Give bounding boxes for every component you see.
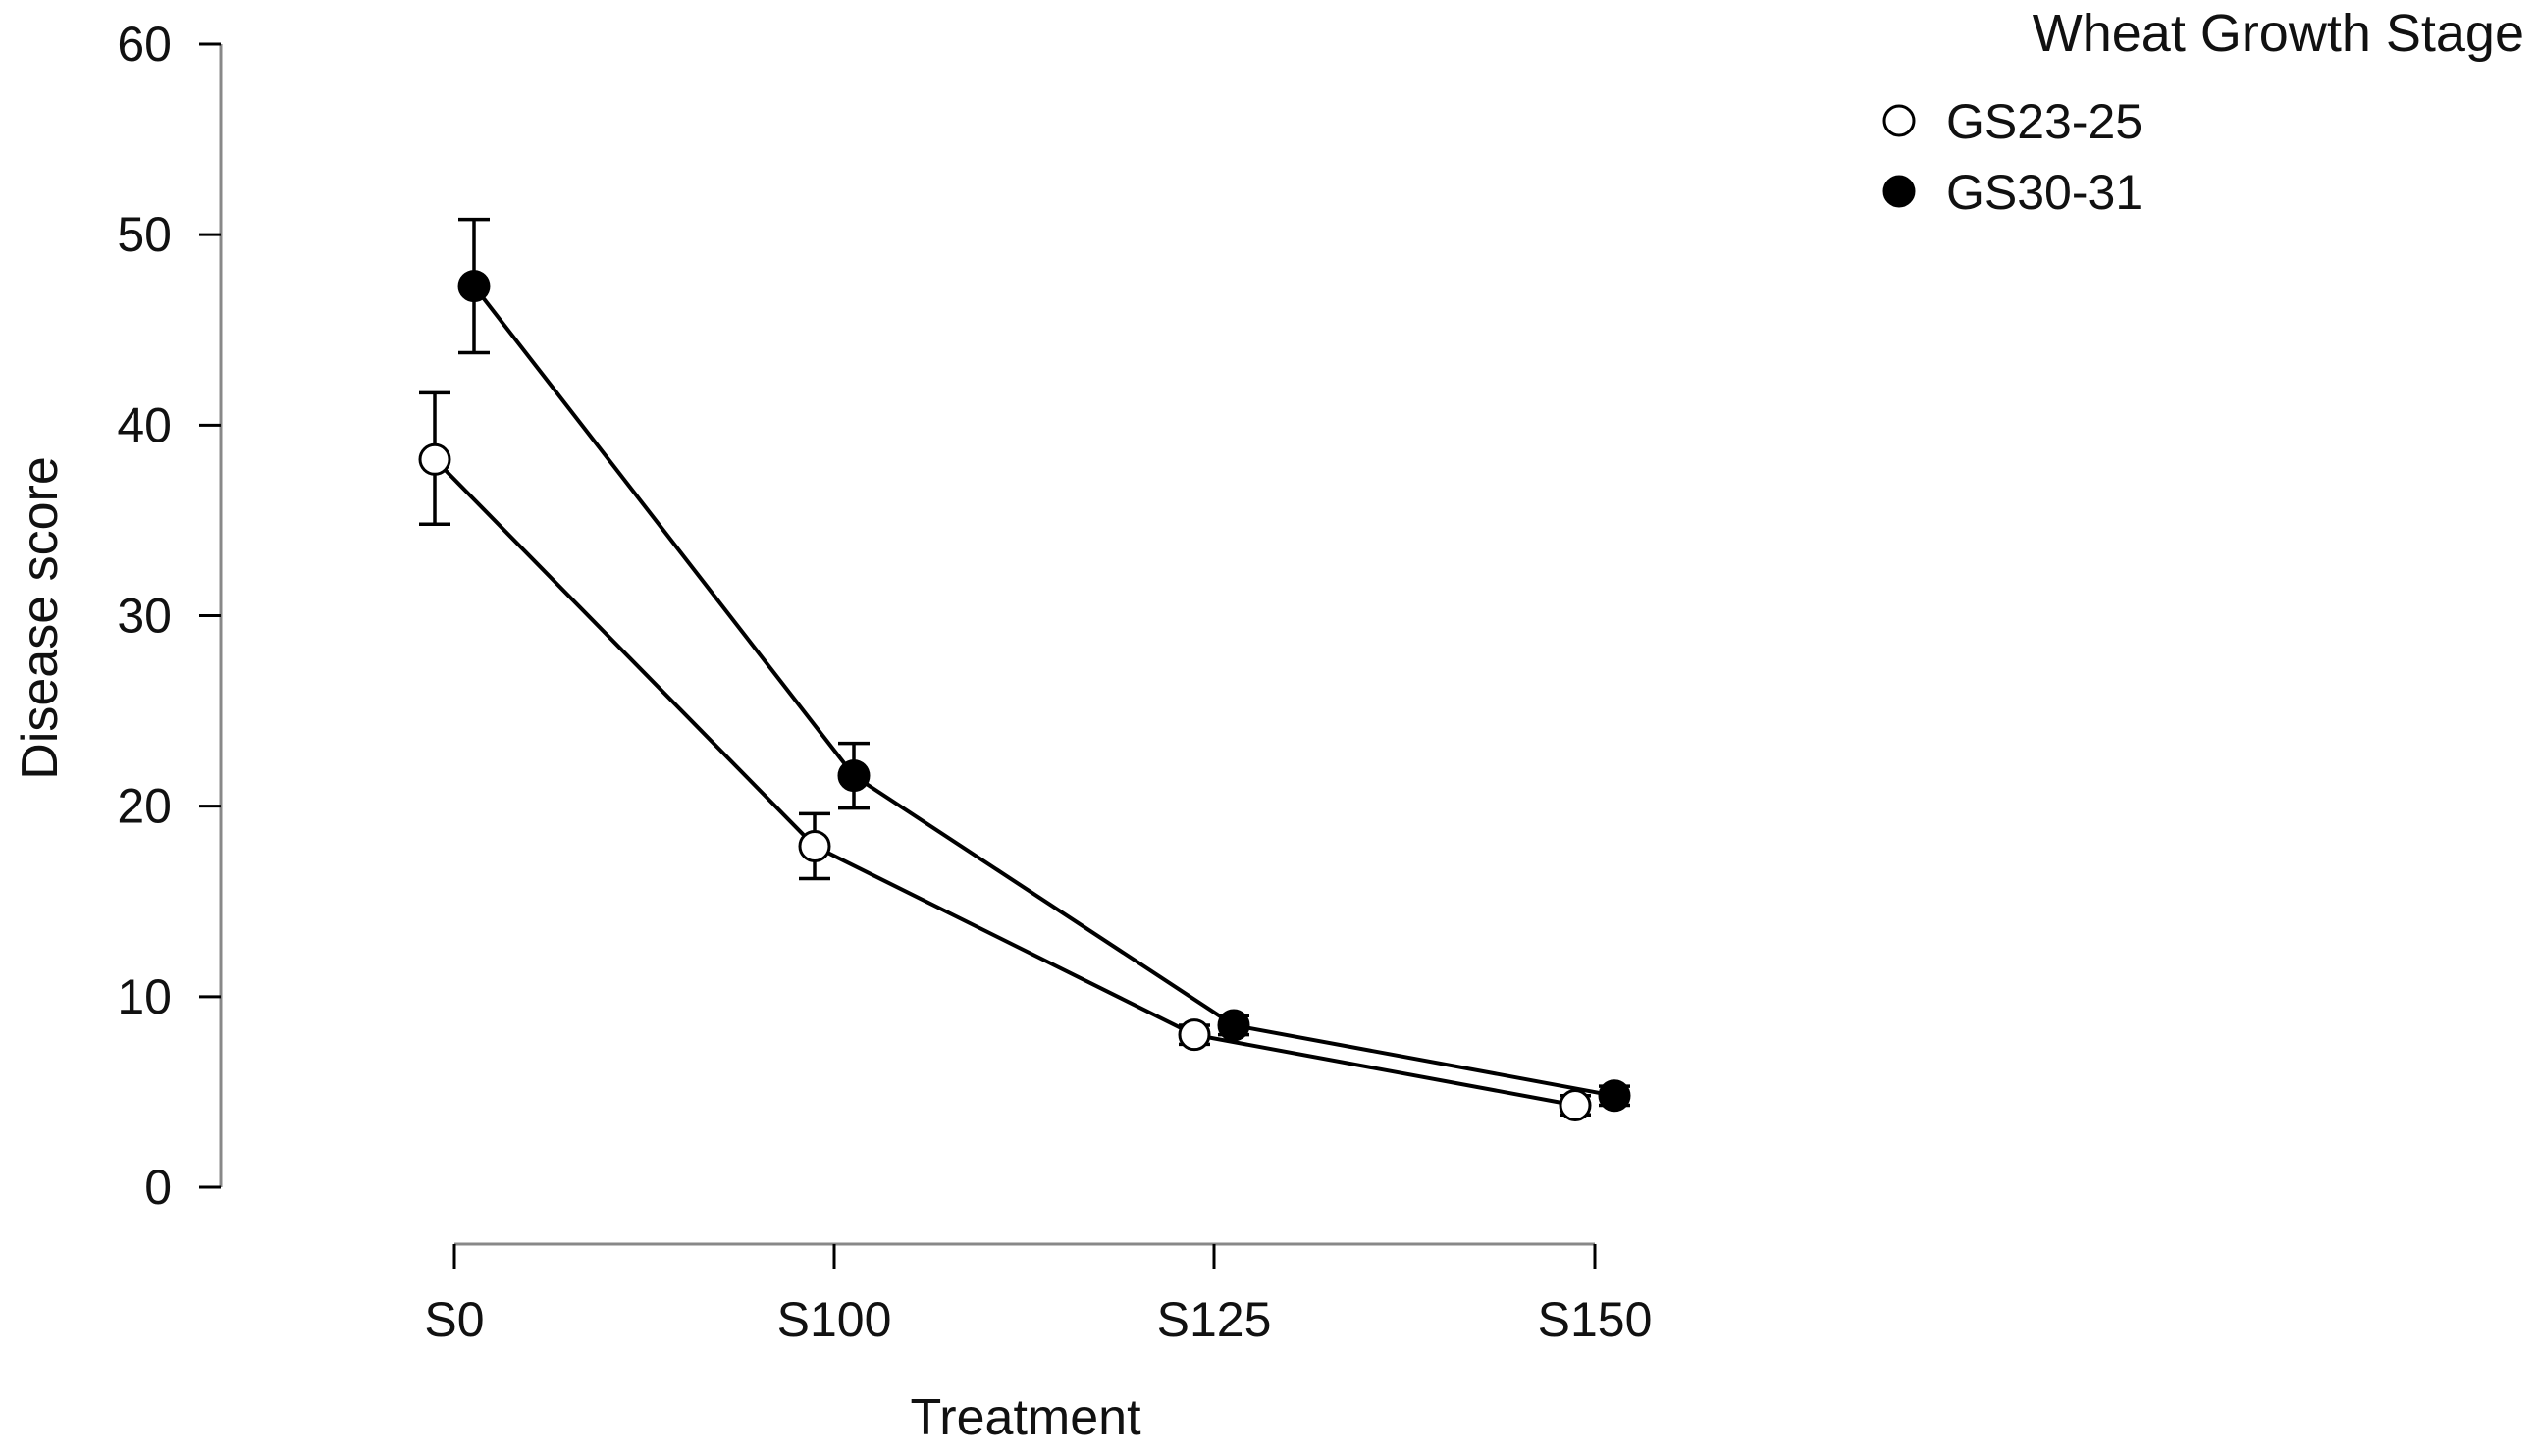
data-point bbox=[1178, 1018, 1211, 1052]
series-GS23-25 bbox=[418, 390, 1592, 1122]
x-axis-title: Treatment bbox=[910, 1389, 1141, 1446]
series-line bbox=[433, 457, 1576, 1108]
legend-label: GS23-25 bbox=[1946, 94, 2142, 149]
x-tick-label: S125 bbox=[1157, 1292, 1272, 1347]
y-tick-label: 40 bbox=[117, 397, 172, 452]
x-tick-label: S100 bbox=[777, 1292, 892, 1347]
x-tick-label: S0 bbox=[424, 1292, 484, 1347]
series-GS30-31 bbox=[457, 217, 1631, 1113]
y-tick-label: 20 bbox=[117, 779, 172, 834]
y-axis-title: Disease score bbox=[12, 456, 69, 779]
data-point bbox=[1598, 1079, 1631, 1113]
y-tick-label: 10 bbox=[117, 969, 172, 1024]
axes: 0 10 20 30 40 50 60 S0 S100 S125 S150 bbox=[117, 17, 1652, 1347]
y-tick-label: 0 bbox=[144, 1160, 172, 1215]
y-tick-label: 60 bbox=[117, 17, 172, 72]
series-layer bbox=[418, 217, 1631, 1122]
data-point bbox=[418, 442, 451, 476]
y-tick-label: 30 bbox=[117, 589, 172, 644]
data-point bbox=[837, 759, 871, 793]
y-tick-label: 50 bbox=[117, 207, 172, 262]
data-point bbox=[1559, 1089, 1592, 1122]
legend-label: GS30-31 bbox=[1946, 165, 2142, 220]
data-point bbox=[798, 829, 831, 862]
data-point bbox=[457, 270, 491, 303]
legend-title: Wheat Growth Stage bbox=[2033, 4, 2524, 63]
data-point bbox=[1217, 1009, 1250, 1042]
legend-marker bbox=[1882, 175, 1916, 208]
legend: Wheat Growth Stage GS23-25 GS30-31 bbox=[1882, 4, 2524, 220]
series-line bbox=[472, 285, 1615, 1098]
x-tick-label: S150 bbox=[1538, 1292, 1653, 1347]
legend-marker bbox=[1882, 104, 1916, 137]
